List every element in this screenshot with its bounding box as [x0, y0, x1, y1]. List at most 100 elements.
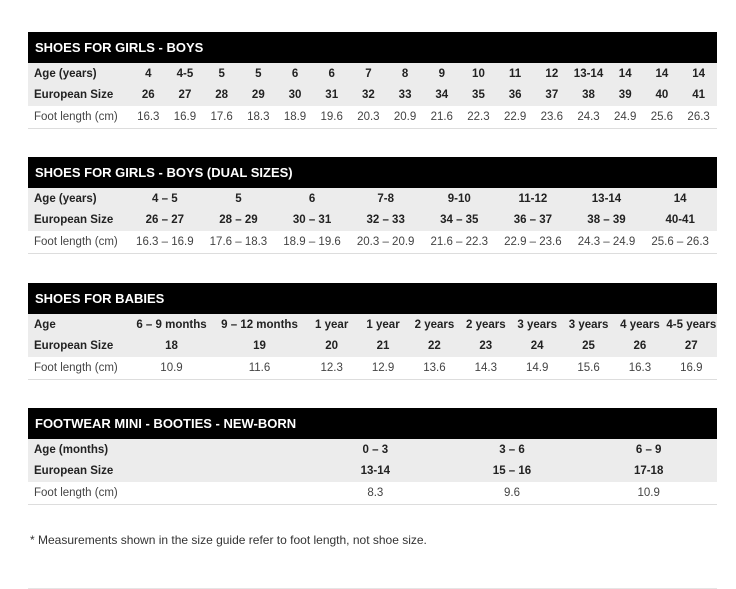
table-cell: 18.3: [239, 106, 277, 129]
table-cell: 38 – 39: [569, 209, 644, 231]
table-cell: 25: [562, 335, 615, 357]
table-cell: 9.6: [443, 482, 581, 505]
table-cell: 26: [614, 335, 666, 357]
table-cell: 13-14: [569, 188, 644, 210]
table-cell: 6: [313, 63, 351, 85]
table-cell: 2 years: [460, 314, 512, 336]
table-cell: 22.3: [460, 106, 497, 129]
table-cell: 26: [129, 84, 167, 106]
table-cell: 4 years: [614, 314, 666, 336]
table-cell: 11-12: [496, 188, 570, 210]
row-label: European Size: [28, 460, 307, 482]
table-cell: 23: [460, 335, 512, 357]
table-cell: 40: [643, 84, 681, 106]
table-cell: 25.6: [643, 106, 681, 129]
table-cell: 4 – 5: [128, 188, 202, 210]
table-cell: 12.3: [306, 357, 358, 380]
table-cell: 1 year: [306, 314, 358, 336]
table-cell: 16.9: [166, 106, 204, 129]
table-cell: 15 – 16: [443, 460, 581, 482]
table-cell: 13-14: [570, 63, 607, 85]
size-table: Age (years) 4 4-5 5 5 6 6 7 8 9 10 11 12 13-14 14 14 14 E…: [28, 63, 717, 129]
size-table-booties-newborn: FOOTWEAR MINI - BOOTIES - NEW-BORN Age (m…: [28, 408, 717, 505]
table-cell: 20: [306, 335, 358, 357]
table-cell: 1 year: [357, 314, 409, 336]
table-cell: 8: [386, 63, 424, 85]
table-cell: 17.6: [203, 106, 240, 129]
footnote: * Measurements shown in the size guide r…: [30, 533, 427, 547]
table-cell: 11: [496, 63, 534, 85]
table-title: SHOES FOR GIRLS - BOYS (DUAL SIZES): [28, 157, 717, 188]
table-cell: 19: [213, 335, 306, 357]
table-title: SHOES FOR BABIES: [28, 283, 717, 314]
table-cell: 24: [511, 335, 563, 357]
table-cell: 5: [201, 188, 276, 210]
table-cell: 2 years: [408, 314, 461, 336]
table-cell: 12: [533, 63, 571, 85]
table-cell: 21: [357, 335, 409, 357]
table-cell: 38: [570, 84, 607, 106]
table-cell: 17-18: [580, 460, 717, 482]
table-cell: 27: [166, 84, 204, 106]
table-cell: 32 – 33: [348, 209, 423, 231]
table-cell: 26 – 27: [128, 209, 202, 231]
table-cell: 3 years: [511, 314, 563, 336]
table-cell: 16.3: [614, 357, 666, 380]
table-cell: 9: [423, 63, 461, 85]
table-row: Foot length (cm) 10.9 11.6 12.3 12.9 13.6 14.3…: [28, 357, 717, 380]
size-table: Age 6 – 9 months 9 – 12 months 1 year 1 year…: [28, 314, 717, 380]
row-label: Foot length (cm): [28, 231, 129, 254]
table-cell: 11.6: [213, 357, 306, 380]
table-cell: 3 years: [562, 314, 615, 336]
size-table-girls-boys: SHOES FOR GIRLS - BOYS Age (years) 4 4-5 5 5 6…: [28, 32, 717, 129]
table-cell: 41: [680, 84, 717, 106]
table-cell: 15.6: [562, 357, 615, 380]
table-cell: 14.3: [460, 357, 512, 380]
table-cell: 6: [276, 63, 314, 85]
table-row: Age 6 – 9 months 9 – 12 months 1 year 1 year…: [28, 314, 717, 336]
table-cell: 5: [203, 63, 240, 85]
table-cell: 24.3 – 24.9: [569, 231, 644, 254]
table-cell: 30: [276, 84, 314, 106]
table-cell: 12.9: [357, 357, 409, 380]
table-cell: 36 – 37: [496, 209, 570, 231]
row-label: Age (months): [28, 439, 307, 461]
size-table-babies: SHOES FOR BABIES Age 6 – 9 months 9 – 12 mo…: [28, 283, 717, 380]
table-cell: 7: [350, 63, 387, 85]
table-row: Foot length (cm) 16.3 – 16.9 17.6 – 18.3 18…: [28, 231, 717, 254]
table-cell: 20.9: [386, 106, 424, 129]
table-cell: 25.6 – 26.3: [643, 231, 717, 254]
table-cell: 22.9: [496, 106, 534, 129]
table-cell: 16.3 – 16.9: [128, 231, 202, 254]
table-cell: 29: [239, 84, 277, 106]
table-cell: 27: [665, 335, 717, 357]
table-title: SHOES FOR GIRLS - BOYS: [28, 32, 717, 63]
table-cell: 14: [643, 188, 717, 210]
size-table-dual-sizes: SHOES FOR GIRLS - BOYS (DUAL SIZES) Age (…: [28, 157, 717, 254]
table-row: European Size 13-14 15 – 16 17-18: [28, 460, 717, 482]
table-cell: 22: [408, 335, 461, 357]
table-row: European Size 26 – 27 28 – 29 30 – 31 32 – 3…: [28, 209, 717, 231]
table-row: Age (years) 4 4-5 5 5 6 6 7 8 9 10 11 12 13-14 14 14 14: [28, 63, 717, 85]
table-cell: 18.9 – 19.6: [275, 231, 349, 254]
table-cell: 14: [606, 63, 644, 85]
table-cell: 9-10: [422, 188, 497, 210]
row-label: European Size: [28, 84, 130, 106]
table-row: Foot length (cm) 8.3 9.6 10.9: [28, 482, 717, 505]
table-cell: 30 – 31: [275, 209, 349, 231]
table-cell: 3 – 6: [443, 439, 581, 461]
table-cell: 20.3: [350, 106, 387, 129]
size-table: Age (years) 4 – 5 5 6 7-8 9-10 11-12 13-14 14 Eur…: [28, 188, 717, 254]
table-cell: 31: [313, 84, 351, 106]
table-cell: 7-8: [348, 188, 423, 210]
table-cell: 13-14: [307, 460, 444, 482]
table-cell: 18: [130, 335, 213, 357]
table-cell: 13.6: [408, 357, 461, 380]
table-cell: 4-5: [166, 63, 204, 85]
table-cell: 4: [129, 63, 167, 85]
row-label: Foot length (cm): [28, 357, 130, 380]
row-label: European Size: [28, 209, 129, 231]
table-cell: 14: [680, 63, 717, 85]
table-cell: 24.9: [606, 106, 644, 129]
